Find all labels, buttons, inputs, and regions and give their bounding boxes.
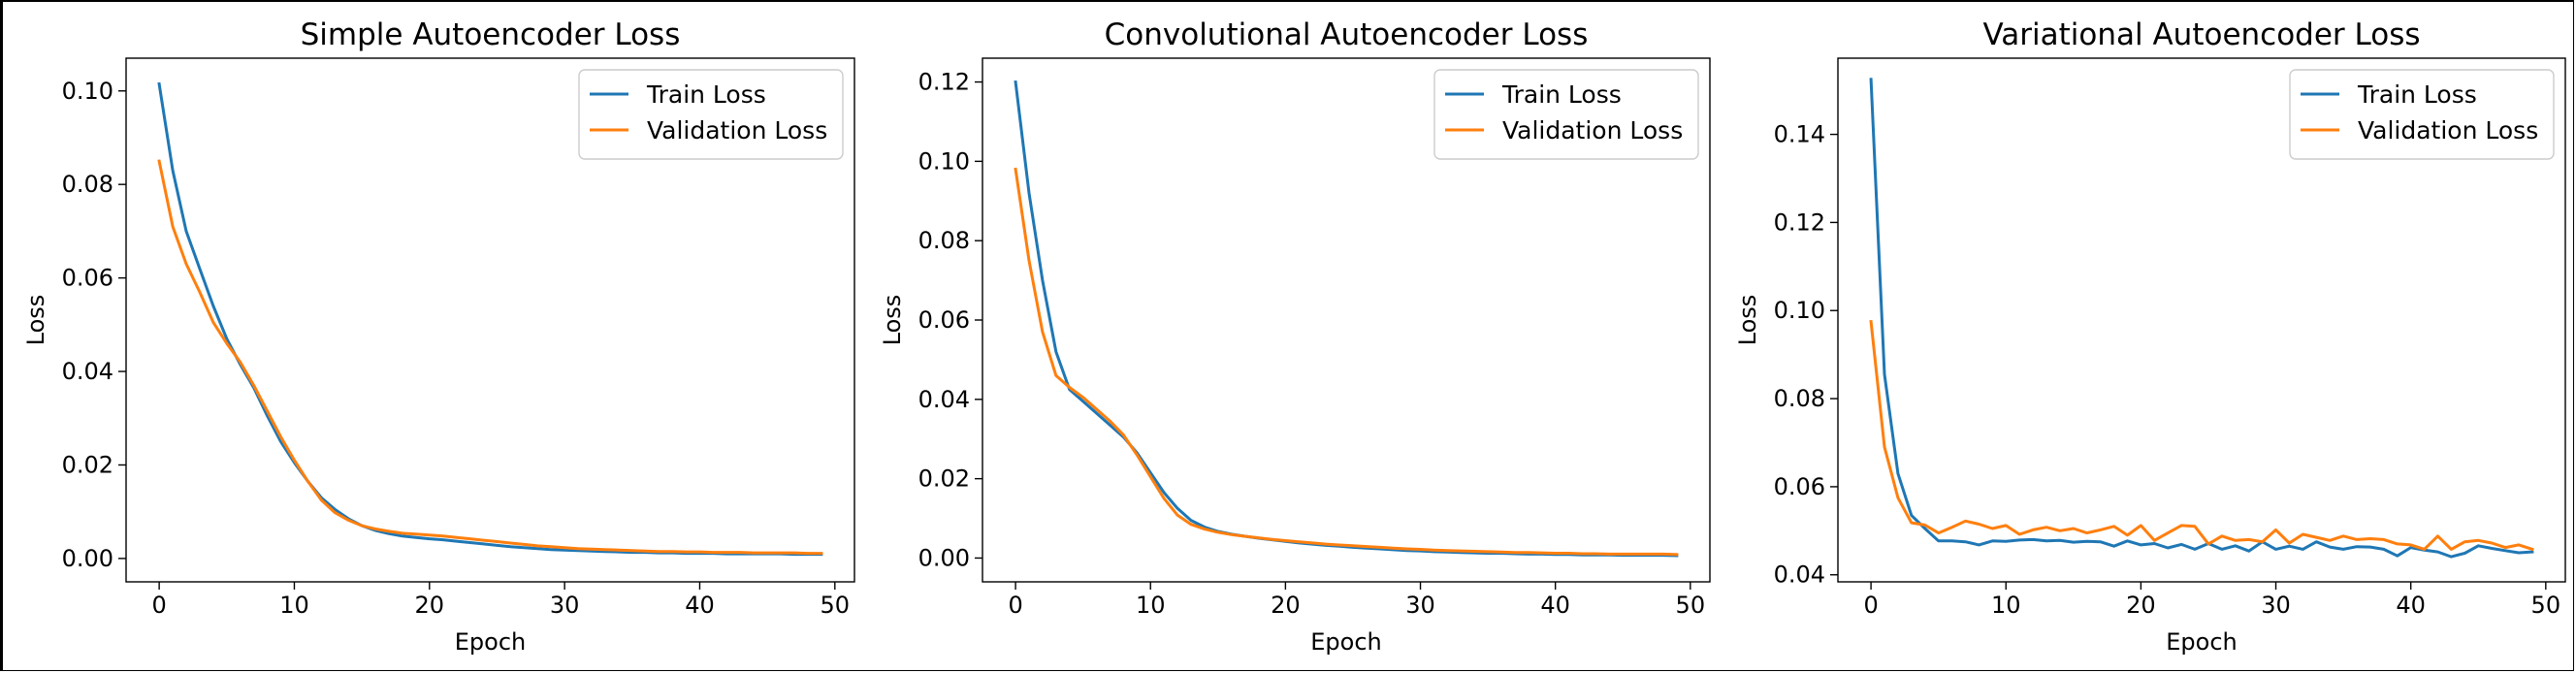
chart-2-y-tick-label: 0.12 xyxy=(918,69,970,96)
chart-2-y-tick-label: 0.06 xyxy=(918,306,970,334)
chart-1-y-tick-label: 0.10 xyxy=(62,78,113,105)
chart-3-y-tick-label: 0.04 xyxy=(1774,561,1825,589)
chart-3-title: Variational Autoencoder Loss xyxy=(1982,17,2420,52)
chart-2-x-tick-label: 0 xyxy=(1008,592,1022,619)
chart-1-x-tick-label: 30 xyxy=(550,592,580,619)
chart-3-legend xyxy=(2289,69,2555,160)
chart-3-x-tick-label: 20 xyxy=(2126,592,2156,619)
chart-2-y-tick-label: 0.02 xyxy=(918,465,970,493)
chart-3-y-tick-label: 0.08 xyxy=(1774,385,1825,412)
chart-1-legend-label: Validation Loss xyxy=(647,116,827,144)
chart-1-x-tick-label: 40 xyxy=(685,592,715,619)
chart-1-y-tick-label: 0.02 xyxy=(62,451,113,478)
chart-2-y-tick-label: 0.08 xyxy=(918,227,970,254)
chart-3-legend-label: Validation Loss xyxy=(2358,116,2538,144)
chart-1-legend-label: Train Loss xyxy=(646,80,766,109)
chart-2-y-tick-label: 0.04 xyxy=(918,386,970,413)
chart-2-x-axis-label: Epoch xyxy=(1310,628,1382,656)
chart-1-y-tick-label: 0.04 xyxy=(62,358,113,385)
chart-1-y-tick-label: 0.08 xyxy=(62,171,113,198)
chart-1-x-tick-label: 50 xyxy=(821,592,851,619)
chart-2-legend xyxy=(1433,69,1699,160)
chart-1-group: Simple Autoencoder Loss 0 10 20 30 40 50 0.00 0.… xyxy=(22,17,855,656)
chart-1-y-axis-label: Loss xyxy=(22,295,49,346)
chart-3-x-axis-label: Epoch xyxy=(2166,628,2238,656)
chart-1-x-axis-label: Epoch xyxy=(455,628,527,656)
chart-1-y-tick-label: 0.00 xyxy=(62,545,113,572)
chart-2-y-axis-label: Loss xyxy=(879,295,906,346)
figure-canvas: Simple Autoencoder Loss 0 10 20 30 40 50 0.00 0.… xyxy=(22,17,2566,656)
chart-1-validation-loss-line xyxy=(157,159,823,556)
chart-3-y-tick-label: 0.10 xyxy=(1774,297,1825,324)
chart-3-y-tick-label: 0.12 xyxy=(1774,208,1825,236)
chart-3-y-tick-label: 0.14 xyxy=(1774,121,1825,148)
chart-3-validation-loss-line xyxy=(1869,319,2534,552)
chart-3-group: Variational Autoencoder Loss 0 10 20 30 40 50 0… xyxy=(1734,17,2566,656)
chart-1-x-tick-label: 20 xyxy=(415,592,445,619)
chart-2-x-tick-label: 50 xyxy=(1676,592,1706,619)
chart-2-x-tick-label: 20 xyxy=(1271,592,1301,619)
chart-3-x-tick-label: 0 xyxy=(1863,592,1878,619)
chart-2-x-tick-label: 30 xyxy=(1405,592,1435,619)
chart-3-x-tick-label: 50 xyxy=(2531,592,2561,619)
chart-3-x-tick-label: 30 xyxy=(2261,592,2291,619)
chart-2-title: Convolutional Autoencoder Loss xyxy=(1105,17,1589,52)
chart-1-legend xyxy=(578,69,844,160)
chart-2-validation-loss-line xyxy=(1014,167,1679,557)
chart-1-title: Simple Autoencoder Loss xyxy=(301,17,681,52)
chart-3-x-tick-label: 10 xyxy=(1991,592,2021,619)
chart-2-x-tick-label: 40 xyxy=(1540,592,1570,619)
chart-1-y-tick-label: 0.06 xyxy=(62,265,113,292)
chart-3-y-tick-label: 0.06 xyxy=(1774,473,1825,500)
chart-1-x-tick-label: 0 xyxy=(151,592,166,619)
chart-3-y-axis-label: Loss xyxy=(1734,295,1761,346)
chart-1-x-tick-label: 10 xyxy=(279,592,309,619)
chart-2-y-tick-label: 0.10 xyxy=(918,147,970,175)
chart-2-y-tick-label: 0.00 xyxy=(918,544,970,571)
chart-2-x-tick-label: 10 xyxy=(1136,592,1166,619)
chart-2-legend-label: Validation Loss xyxy=(1502,116,1683,144)
chart-3-x-tick-label: 40 xyxy=(2396,592,2426,619)
chart-2-group: Convolutional Autoencoder Loss 0 10 20 30 40 5… xyxy=(879,17,1711,656)
chart-2-legend-label: Train Loss xyxy=(1501,80,1622,109)
chart-3-legend-label: Train Loss xyxy=(2357,80,2477,109)
